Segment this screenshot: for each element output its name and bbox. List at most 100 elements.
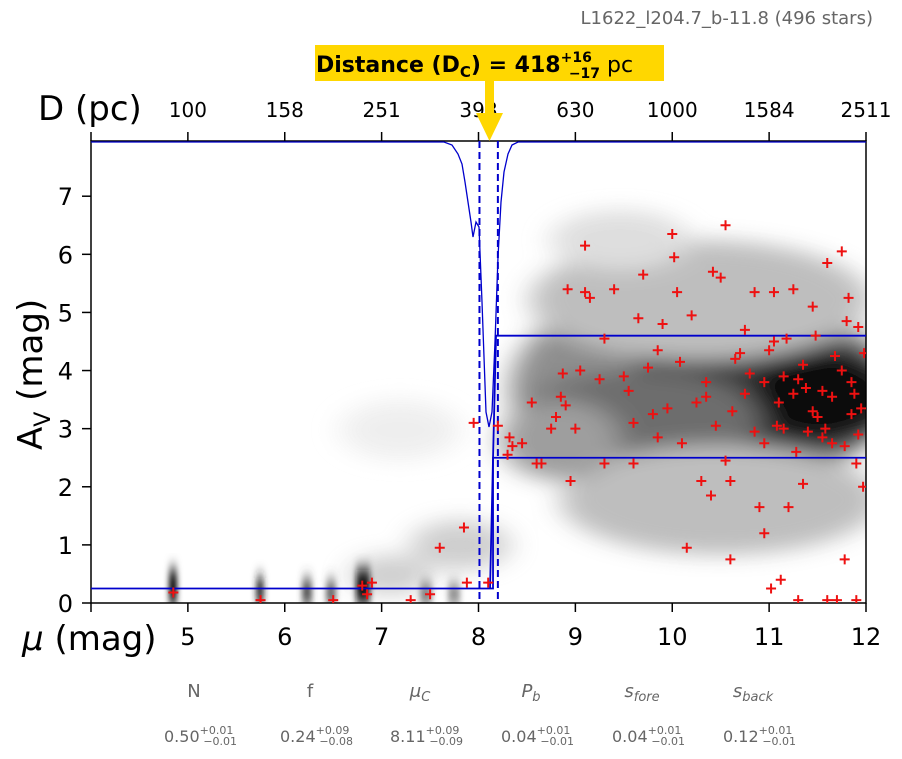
star-marker (657, 319, 668, 330)
y-tick-label: 2 (58, 474, 73, 502)
param-value-plus: +0.01 (648, 724, 682, 737)
star-marker (778, 423, 789, 434)
param-value-minus: −0.01 (203, 735, 237, 748)
star-marker (849, 388, 860, 399)
star-marker (366, 577, 377, 588)
star-marker (791, 446, 802, 457)
star-marker (405, 595, 416, 603)
param-value-main: 8.11 (390, 727, 426, 746)
top-tick-label: 2511 (841, 98, 892, 122)
star-marker (822, 258, 833, 269)
star-marker (859, 348, 866, 359)
profile-lower-line (91, 456, 866, 590)
star-marker (727, 406, 738, 417)
param-value-main: 0.04 (501, 727, 537, 746)
star-marker (584, 292, 595, 303)
star-marker (507, 441, 518, 452)
x-tick-label: 10 (657, 623, 688, 651)
star-marker (628, 458, 639, 469)
star-marker (168, 587, 179, 598)
param-value-plus: +0.01 (200, 724, 234, 737)
star-marker (461, 577, 472, 588)
param-value-main: 0.04 (612, 727, 648, 746)
star-marker (725, 475, 736, 486)
y-tick-label: 4 (58, 358, 73, 386)
star-marker (362, 589, 373, 600)
y-tick-label: 0 (58, 590, 73, 618)
param-value-minus: −0.09 (429, 735, 463, 748)
star-marker (735, 348, 746, 359)
star-marker (676, 438, 687, 449)
star-marker (817, 432, 828, 443)
star-marker (434, 542, 445, 553)
star-marker (846, 377, 857, 388)
star-marker (764, 345, 775, 356)
star-marker (725, 554, 736, 565)
star-marker (647, 409, 658, 420)
star-marker (623, 385, 634, 396)
banner-label-eq: ) = 418 (471, 53, 561, 78)
top-tick-label: 251 (363, 98, 401, 122)
star-marker (843, 292, 854, 303)
star-marker (458, 522, 469, 533)
star-marker (570, 423, 581, 434)
star-marker (638, 269, 649, 280)
chart-title: L1622_l204.7_b-11.8 (496 stars) (581, 8, 873, 29)
star-marker (744, 368, 755, 379)
star-marker (618, 371, 629, 382)
star-marker (662, 403, 673, 414)
star-marker (836, 365, 847, 376)
star-marker (851, 595, 862, 603)
star-marker (768, 287, 779, 298)
star-marker (526, 397, 537, 408)
top-tick-label: 630 (556, 98, 594, 122)
param-name: sback (733, 681, 774, 705)
y-tick-label: 6 (58, 241, 73, 269)
param-value-plus: +0.01 (759, 724, 793, 737)
param-value-plus: +0.01 (537, 724, 571, 737)
star-marker (425, 589, 436, 600)
star-marker (715, 272, 726, 283)
star-marker (739, 324, 750, 335)
param-name-sub: b (532, 690, 540, 705)
x-tick-label: 7 (374, 623, 389, 651)
param-name: f (307, 681, 314, 702)
star-marker (517, 438, 528, 449)
star-marker (675, 356, 685, 367)
star-marker (599, 333, 610, 344)
top-tick-label: 100 (169, 98, 207, 122)
star-marker (691, 397, 702, 408)
y-axis-label-rest: (mag) (11, 299, 51, 412)
star-marker (775, 574, 786, 585)
star-marker (749, 426, 760, 437)
star-marker (754, 502, 765, 513)
param-name-main: f (307, 681, 314, 702)
star-marker (328, 595, 339, 603)
banner-label-sub: C (460, 63, 471, 81)
star-marker (536, 458, 547, 469)
banner-err-plus: +16 (561, 50, 592, 66)
star-marker (643, 362, 654, 373)
distance-banner-box (315, 45, 664, 81)
star-marker (856, 403, 866, 414)
star-marker (580, 240, 591, 251)
param-name-main: N (187, 681, 200, 702)
star-marker (546, 423, 557, 434)
x-axis-label-mu: μ (21, 619, 44, 659)
distance-posterior-curve (91, 141, 866, 428)
star-marker (771, 420, 782, 431)
star-marker (652, 345, 663, 356)
star-marker (502, 449, 513, 460)
star-marker (759, 528, 770, 539)
star-marker (707, 266, 718, 277)
star-marker (580, 287, 591, 298)
star-marker (551, 412, 561, 423)
star-marker (841, 316, 852, 327)
star-marker (853, 429, 864, 440)
star-marker (483, 577, 494, 588)
param-value-main: 0.24 (280, 727, 316, 746)
x-tick-label: 8 (471, 623, 486, 651)
star-marker (830, 351, 840, 362)
param-name-main: P (521, 681, 532, 702)
star-marker (255, 595, 266, 603)
